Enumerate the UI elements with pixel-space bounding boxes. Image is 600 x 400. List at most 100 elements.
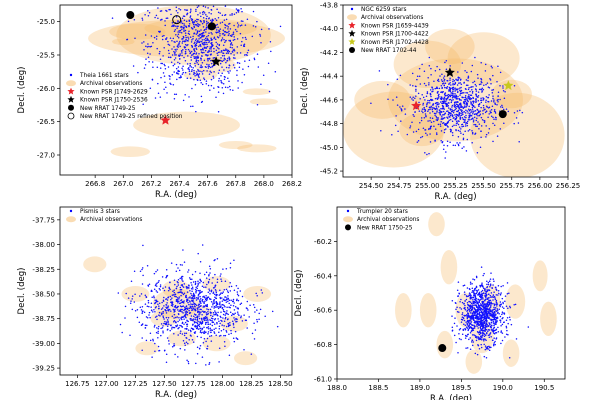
- cluster-star-dot: [202, 35, 204, 38]
- cluster-star-dot: [207, 312, 210, 315]
- cluster-star-dot: [484, 324, 487, 327]
- cluster-star-dot: [198, 1, 200, 3]
- legend-ellipse-marker: [343, 216, 353, 223]
- cluster-star-dot: [409, 125, 412, 127]
- cluster-star-dot: [146, 316, 149, 319]
- cluster-star-dot: [490, 312, 492, 315]
- cluster-star-dot: [209, 70, 211, 73]
- cluster-star-dot: [464, 130, 466, 132]
- cluster-star-dot: [259, 35, 262, 37]
- cluster-star-dot: [459, 87, 461, 89]
- cluster-star-dot: [241, 40, 243, 43]
- cluster-star-dot: [370, 102, 372, 104]
- cluster-star-dot: [395, 96, 398, 98]
- cluster-star-dot: [445, 87, 448, 89]
- x-tick-label: 255.75: [500, 182, 525, 190]
- cluster-star-dot: [153, 296, 155, 299]
- cluster-star-dot: [212, 57, 215, 59]
- cluster-star-dot: [216, 306, 219, 308]
- cluster-star-dot: [193, 42, 195, 45]
- cluster-star-dot: [238, 314, 240, 317]
- cluster-star-dot: [168, 308, 171, 311]
- x-tick-label: 255.25: [443, 182, 468, 190]
- cluster-star-dot: [165, 353, 168, 355]
- cluster-star-dot: [436, 133, 438, 136]
- cluster-star-dot: [189, 16, 191, 18]
- cluster-star-dot: [472, 119, 475, 121]
- cluster-star-dot: [158, 314, 160, 316]
- cluster-star-dot: [197, 298, 200, 300]
- cluster-star-dot: [221, 66, 223, 68]
- cluster-star-dot: [227, 70, 229, 73]
- cluster-star-dot: [469, 90, 471, 93]
- cluster-star-dot: [493, 306, 495, 308]
- cluster-star-dot: [488, 293, 490, 295]
- cluster-star-dot: [147, 284, 149, 287]
- cluster-star-dot: [468, 324, 470, 327]
- cluster-star-dot: [194, 303, 196, 306]
- cluster-star-dot: [233, 38, 236, 41]
- cluster-star-dot: [224, 296, 227, 298]
- cluster-star-dot: [198, 41, 201, 44]
- cluster-star-dot: [497, 294, 499, 296]
- cluster-star-dot: [154, 342, 156, 345]
- cluster-star-dot: [486, 302, 489, 304]
- cluster-star-dot: [217, 318, 219, 320]
- x-tick-label: 267.6: [198, 180, 219, 188]
- cluster-star-dot: [235, 12, 238, 14]
- cluster-star-dot: [186, 299, 188, 302]
- cluster-star-dot: [471, 291, 473, 293]
- cluster-star-dot: [494, 320, 497, 322]
- cluster-star-dot: [184, 29, 187, 32]
- cluster-star-dot: [167, 328, 169, 330]
- cluster-star-dot: [183, 19, 186, 21]
- cluster-star-dot: [172, 64, 175, 67]
- cluster-star-dot: [428, 83, 430, 86]
- cluster-star-dot: [157, 332, 159, 335]
- cluster-star-dot: [475, 88, 477, 91]
- cluster-star-dot: [243, 314, 245, 316]
- x-tick-label: 266.8: [85, 180, 105, 188]
- cluster-star-dot: [179, 53, 181, 55]
- cluster-star-dot: [458, 98, 460, 100]
- cluster-star-dot: [167, 321, 169, 324]
- cluster-star-dot: [436, 65, 438, 68]
- cluster-star-dot: [458, 328, 461, 331]
- cluster-star-dot: [279, 25, 282, 28]
- cluster-star-dot: [208, 290, 211, 292]
- cluster-star-dot: [195, 56, 197, 58]
- cluster-star-dot: [181, 275, 184, 278]
- cluster-star-dot: [204, 54, 207, 56]
- cluster-star-dot: [218, 43, 221, 46]
- cluster-star-dot: [156, 300, 159, 303]
- cluster-star-dot: [196, 307, 199, 309]
- cluster-star-dot: [461, 123, 464, 126]
- cluster-star-dot: [432, 88, 434, 90]
- cluster-star-dot: [412, 99, 414, 101]
- cluster-star-dot: [177, 54, 180, 57]
- cluster-star-dot: [471, 328, 474, 330]
- cluster-star-dot: [176, 25, 178, 28]
- cluster-star-dot: [210, 48, 212, 50]
- cluster-star-dot: [444, 86, 446, 89]
- cluster-star-dot: [478, 315, 480, 318]
- cluster-star-dot: [235, 299, 238, 302]
- cluster-star-dot: [472, 317, 475, 319]
- cluster-star-dot: [195, 47, 197, 49]
- cluster-star-dot: [469, 118, 471, 121]
- cluster-star-dot: [172, 320, 175, 323]
- cluster-star-dot: [228, 67, 230, 69]
- cluster-star-dot: [244, 36, 247, 39]
- cluster-star-dot: [156, 315, 158, 318]
- cluster-star-dot: [148, 311, 151, 314]
- cluster-star-dot: [494, 111, 497, 113]
- cluster-star-dot: [188, 19, 190, 22]
- cluster-star-dot: [451, 104, 454, 107]
- cluster-star-dot: [472, 302, 475, 305]
- cluster-star-dot: [131, 298, 133, 300]
- cluster-star-dot: [140, 309, 143, 311]
- cluster-star-dot: [201, 356, 204, 358]
- cluster-star-dot: [478, 300, 480, 303]
- cluster-star-dot: [211, 282, 213, 284]
